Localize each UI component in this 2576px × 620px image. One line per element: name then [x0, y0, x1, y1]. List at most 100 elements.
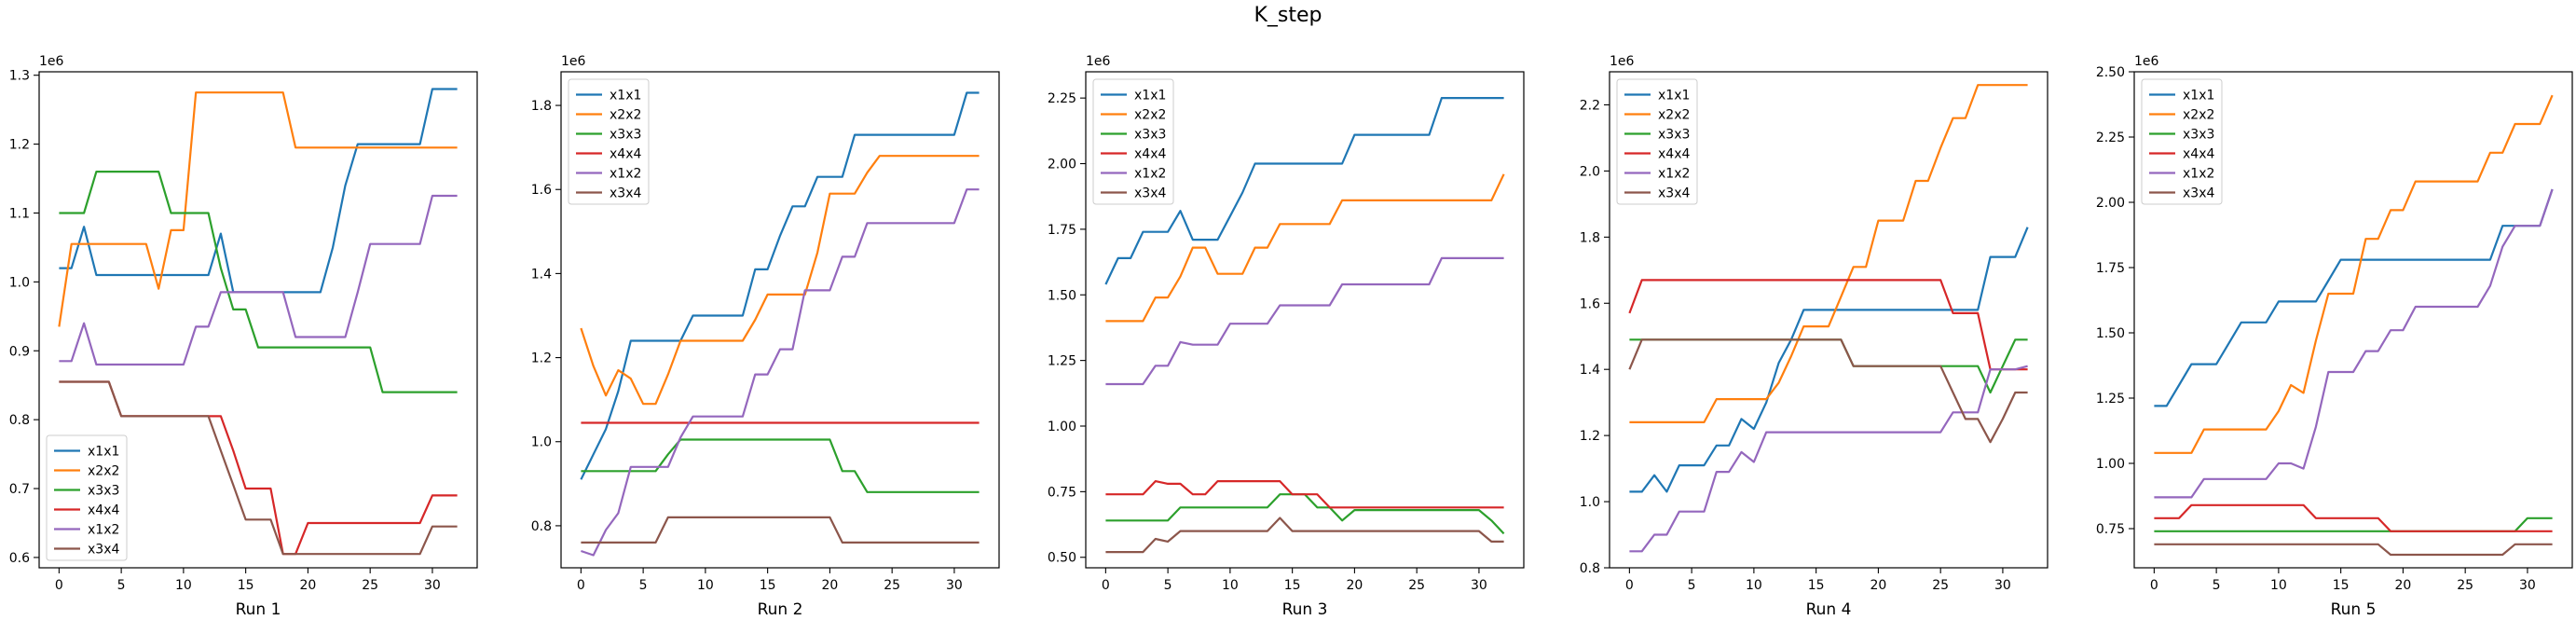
- y-tick-label: 1.8: [531, 99, 552, 114]
- x-tick-label: 5: [639, 578, 648, 593]
- x-tick-label: 10: [697, 578, 714, 593]
- y-tick-label: 1.0: [9, 275, 30, 290]
- x-tick-label: 5: [117, 578, 126, 593]
- series-line-x3x3: [581, 438, 980, 493]
- series-line-x1x2: [59, 194, 458, 366]
- x-tick-label: 30: [946, 578, 963, 593]
- legend-label: x2x2: [1658, 108, 1690, 123]
- x-tick-label: 30: [424, 578, 441, 593]
- y-tick-label: 1.00: [2096, 457, 2125, 472]
- legend-label: x3x4: [2183, 186, 2214, 201]
- series-line-x3x4: [59, 380, 458, 556]
- x-tick-label: 20: [821, 578, 838, 593]
- x-tick-label: 0: [2150, 578, 2158, 593]
- y-tick-label: 0.75: [1048, 485, 1076, 500]
- x-tick-label: 20: [2394, 578, 2411, 593]
- legend-label: x2x2: [88, 464, 119, 479]
- legend-label: x1x1: [2183, 89, 2214, 103]
- chart-panel-5: 0 5 10 15 20 25 30 0.75 1.00 1.25 1.50 1.75 2.00 2.25…: [2096, 54, 2573, 619]
- y-tick-label: 2.50: [2096, 65, 2125, 80]
- series-line-x1x1: [1629, 227, 2029, 493]
- y-tick-label: 1.0: [1580, 495, 1600, 510]
- series-line-x3x3: [1629, 338, 2028, 394]
- y-tick-label: 1.50: [2096, 326, 2125, 341]
- legend-label: x2x2: [1134, 108, 1166, 123]
- plot-area: [38, 71, 478, 569]
- y-tick-label: 1.50: [1048, 288, 1076, 303]
- x-tick-label: 25: [2457, 578, 2473, 593]
- x-tick-label: 20: [1346, 578, 1363, 593]
- chart-panel-2: 0 5 10 15 20 25 30 0.8 1.0 1.2 1.4 1.6 1.8 1e6 Run 2 x1…: [531, 54, 1000, 619]
- x-tick-label: 0: [577, 578, 585, 593]
- legend-label: x4x4: [1658, 147, 1690, 162]
- y-tick-label: 2.2: [1580, 98, 1600, 113]
- series-line-x1x1: [580, 91, 980, 480]
- x-tick-label: 10: [2270, 578, 2287, 593]
- y-tick-label: 2.0: [1580, 164, 1600, 179]
- chart-panel-3: 0 5 10 15 20 25 30 0.50 0.75 1.00 1.25 1.50 1.75 2.00…: [1048, 54, 1525, 619]
- x-tick-label: 15: [1808, 578, 1825, 593]
- x-tick-label: 25: [884, 578, 900, 593]
- plot-area: [560, 71, 1000, 569]
- x-axis-label: Run 5: [2331, 600, 2377, 619]
- y-tick-label: 0.50: [1048, 551, 1076, 566]
- x-tick-label: 15: [1284, 578, 1301, 593]
- y-tick-label: 2.00: [1048, 158, 1076, 172]
- series-line-x4x4: [1628, 279, 2028, 371]
- y-tick-label: 1.8: [1580, 230, 1600, 245]
- series-line-x2x2: [1105, 173, 1505, 323]
- legend-label: x4x4: [610, 147, 641, 162]
- y-tick-label: 0.7: [9, 482, 30, 497]
- y-tick-label: 1.2: [531, 351, 552, 366]
- x-tick-label: 0: [1625, 578, 1634, 593]
- x-tick-label: 5: [1688, 578, 1696, 593]
- x-tick-label: 30: [1994, 578, 2011, 593]
- y-offset-label: 1e6: [561, 54, 586, 69]
- y-tick-label: 1.00: [1048, 420, 1076, 434]
- series-line-x2x2: [1629, 84, 2028, 423]
- x-axis-label: Run 2: [758, 600, 803, 619]
- x-tick-label: 10: [175, 578, 192, 593]
- series-line-x1x1: [59, 88, 458, 294]
- series-line-x1x1: [1104, 96, 1504, 285]
- legend-label: x3x4: [610, 186, 641, 201]
- legend-label: x4x4: [88, 503, 119, 518]
- y-tick-label: 1.2: [9, 138, 30, 153]
- figure-title: K_step: [1254, 4, 1322, 27]
- plot-area: [1609, 71, 2048, 569]
- series-line-x3x4: [1105, 517, 1504, 554]
- y-offset-label: 1e6: [2134, 54, 2159, 69]
- legend: x1x1 x2x2 x3x3 x4x4 x1x2 x3x4: [46, 434, 128, 561]
- legend-label: x3x3: [610, 128, 641, 143]
- chart-panel-1: 0 5 10 15 20 25 30 0.6 0.7 0.8 0.9 1.0 1.1 1.2 1.3 1e6 R…: [9, 54, 478, 619]
- legend-label: x3x4: [1658, 186, 1690, 201]
- legend-label: x1x1: [1658, 89, 1690, 103]
- legend-label: x1x2: [1658, 167, 1690, 182]
- x-tick-label: 30: [2519, 578, 2536, 593]
- legend-label: x1x2: [2183, 167, 2214, 182]
- y-tick-label: 0.8: [9, 413, 30, 428]
- legend-label: x1x1: [1134, 89, 1166, 103]
- y-tick-label: 0.6: [9, 551, 30, 566]
- series-line-x1x2: [1629, 365, 2028, 553]
- y-tick-label: 1.4: [531, 267, 552, 282]
- x-tick-label: 25: [362, 578, 378, 593]
- series-line-x1x2: [1105, 256, 1504, 386]
- y-tick-label: 1.3: [9, 69, 30, 84]
- y-offset-label: 1e6: [1610, 54, 1635, 69]
- x-tick-label: 30: [1471, 578, 1487, 593]
- y-tick-label: 1.25: [2096, 392, 2125, 406]
- series-line-x3x3: [59, 171, 458, 393]
- y-tick-label: 0.8: [1580, 561, 1600, 576]
- y-tick-label: 1.2: [1580, 429, 1600, 444]
- legend-label: x3x3: [88, 484, 119, 499]
- y-tick-label: 1.1: [9, 206, 30, 221]
- x-tick-label: 20: [1870, 578, 1886, 593]
- y-tick-label: 1.4: [1580, 363, 1600, 378]
- x-tick-label: 15: [2333, 578, 2350, 593]
- y-tick-label: 0.75: [2096, 522, 2125, 537]
- plot-area: [1085, 71, 1525, 569]
- series-line-x1x2: [581, 188, 980, 557]
- x-tick-label: 15: [760, 578, 776, 593]
